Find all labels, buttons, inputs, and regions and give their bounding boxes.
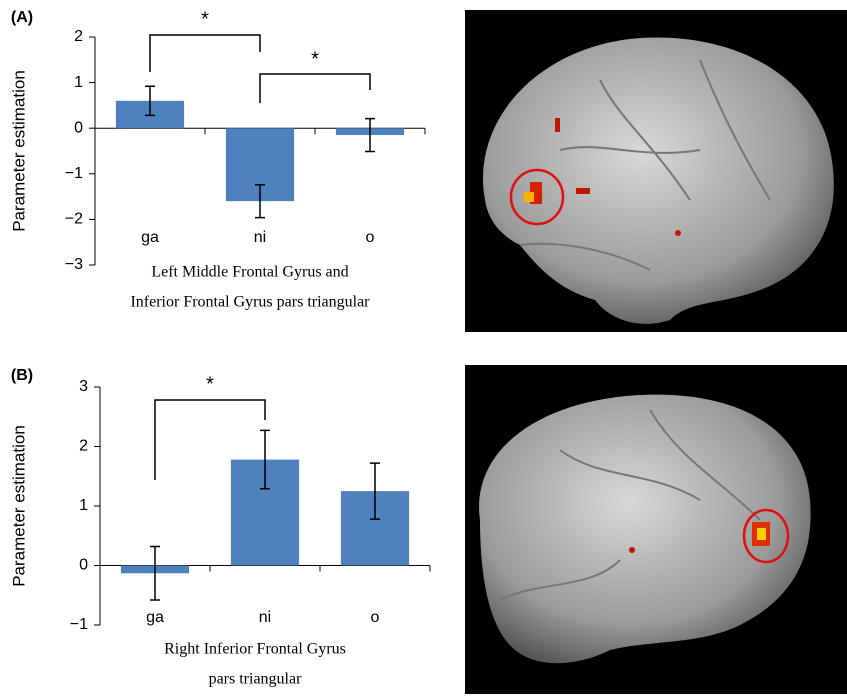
x-tick-label: o [366,229,375,246]
y-tick-label: −1 [70,616,88,633]
y-tick-label: 2 [79,438,88,455]
y-tick-label: 1 [79,497,88,514]
y-axis-title: Parameter estimation [9,425,28,587]
y-tick-label: 1 [74,74,83,91]
significance-bracket [150,35,260,72]
x-tick-label: ga [141,229,159,246]
significance-label: * [311,48,319,70]
x-tick-label: ni [259,609,271,626]
caption: Right Inferior Frontal Gyrus [164,641,346,658]
x-tick-label: ni [254,229,266,246]
caption: Left Middle Frontal Gyrus and [151,264,348,281]
y-tick-label: −2 [65,211,83,228]
y-tick-label: 0 [74,119,83,136]
y-tick-label: 0 [79,557,88,574]
x-tick-label: o [371,609,380,626]
caption: Inferior Frontal Gyrus pars triangular [130,294,370,311]
x-tick-label: ga [146,609,164,626]
brain-image-b [465,365,847,694]
figure: (A) Parameter estimation −3 −2 −1 0 1 2 ga ni o * * L… [0,0,847,694]
y-tick-label: 3 [79,378,88,395]
panel-label: (B) [11,367,33,384]
significance-label: * [206,373,214,395]
caption: pars triangular [209,671,303,688]
page: {"chart_data": [ {"type": "bar", "panel_… [0,0,847,699]
brain-image-a [465,10,847,332]
panel-label: (A) [11,9,33,26]
y-tick-label: −3 [65,256,83,273]
y-tick-label: −1 [65,165,83,182]
y-axis-title: Parameter estimation [9,70,28,232]
significance-label: * [201,8,209,30]
significance-bracket [260,74,370,103]
y-tick-label: 2 [74,28,83,45]
